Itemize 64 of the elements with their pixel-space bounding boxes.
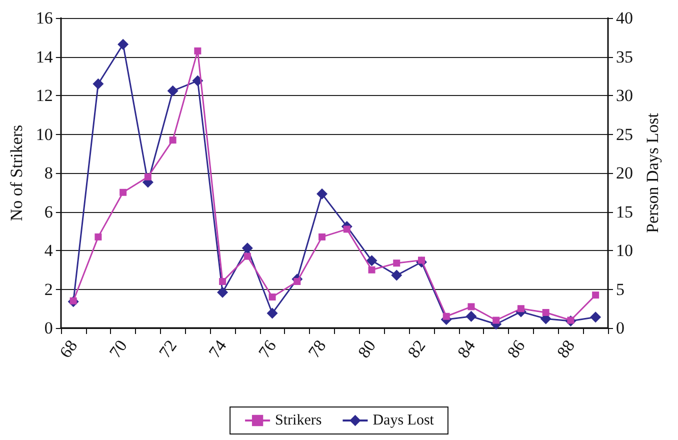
x-tick-label: 78 [304, 336, 330, 362]
point [242, 242, 253, 254]
y-tick-label: 8 [44, 164, 53, 182]
y2-tick-label: 0 [616, 318, 624, 338]
y2-tick-label: 10 [616, 241, 633, 260]
point [244, 252, 251, 260]
y-tick-label: 6 [44, 202, 53, 222]
x-tick-label: 76 [254, 336, 280, 362]
y-tick-label: 10 [36, 124, 53, 144]
x-tick-label: 74 [205, 336, 231, 362]
x-tick-label: 86 [503, 336, 529, 362]
point [144, 173, 152, 180]
y2-tick-label: 20 [616, 164, 633, 182]
point [120, 188, 127, 196]
point [592, 292, 600, 299]
y2-tick-label: 35 [616, 47, 633, 66]
point [590, 312, 602, 323]
point [393, 260, 400, 267]
y2-tick-label: 25 [616, 124, 633, 144]
x-tick-label: 84 [454, 336, 480, 362]
point [169, 136, 176, 144]
y-tick-label: 0 [44, 318, 53, 338]
point [219, 278, 226, 285]
point [542, 309, 550, 316]
legend-label: Strikers [275, 412, 322, 428]
y2-axis-title: Person Days Lost [642, 112, 662, 233]
x-tick-label: 80 [354, 336, 380, 362]
point [442, 312, 450, 320]
legend-label: Days Lost [372, 412, 435, 428]
y2-tick-label: 40 [616, 8, 633, 28]
point [391, 270, 402, 281]
y2-tick-label: 15 [616, 202, 633, 222]
y-axis-title: No of Strikers [7, 124, 26, 222]
point [167, 85, 178, 96]
point [468, 303, 475, 310]
x-tick-label: 68 [56, 336, 82, 362]
y-tick-label: 2 [44, 280, 53, 299]
x-tick-label: 88 [553, 336, 578, 362]
point [343, 226, 350, 233]
point [268, 294, 276, 300]
x-tick-label: 72 [155, 336, 181, 362]
x-tick-label: 70 [106, 336, 131, 362]
point [368, 266, 376, 274]
point [92, 78, 104, 90]
point [217, 286, 228, 298]
y-tick-label: 14 [36, 47, 54, 66]
point [294, 278, 301, 285]
y2-tick-label: 30 [616, 86, 633, 105]
point [94, 233, 102, 240]
point [466, 310, 477, 322]
y2-tick-label: 5 [616, 280, 624, 299]
point [517, 305, 524, 312]
x-tick-label: 82 [404, 336, 430, 362]
point [194, 47, 202, 54]
point [118, 38, 129, 50]
point [492, 316, 500, 324]
y-tick-label: 4 [44, 241, 54, 260]
y-tick-label: 16 [36, 8, 53, 28]
point [192, 75, 204, 86]
point [266, 308, 278, 319]
point [318, 233, 326, 240]
point [366, 255, 378, 266]
y-tick-label: 12 [36, 86, 53, 105]
point [316, 188, 328, 200]
